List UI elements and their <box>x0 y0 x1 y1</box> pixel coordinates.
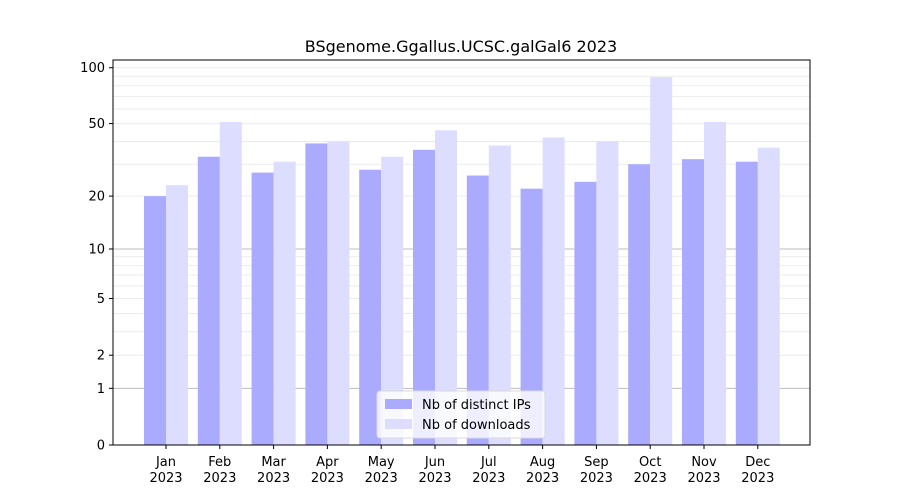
x-tick-label-year: 2023 <box>526 471 559 486</box>
bar-downloads <box>327 141 350 446</box>
x-tick-label-month: Aug <box>530 455 555 470</box>
bar-downloads <box>596 141 619 446</box>
bar-downloads <box>704 121 726 445</box>
x-tick-label-year: 2023 <box>149 471 182 486</box>
legend-label: Nb of distinct IPs <box>422 398 531 413</box>
x-tick-label-month: May <box>368 455 395 470</box>
y-tick-label: 50 <box>88 117 105 132</box>
y-tick-label: 1 <box>97 382 105 397</box>
bar-distinct-ips <box>359 169 382 445</box>
bar-distinct-ips <box>251 172 274 445</box>
bar-distinct-ips <box>735 161 758 445</box>
chart-title: BSgenome.Ggallus.UCSC.galGal6 2023 <box>305 37 617 56</box>
x-tick-label-year: 2023 <box>687 471 720 486</box>
x-tick-label-month: Mar <box>261 455 286 470</box>
bar-downloads <box>650 77 673 445</box>
bar-downloads <box>757 147 780 445</box>
x-tick-label-month: Dec <box>745 455 770 470</box>
x-tick-label-month: Apr <box>316 455 339 470</box>
bars <box>144 77 780 446</box>
bar-downloads <box>381 156 404 446</box>
x-tick-label-year: 2023 <box>580 471 613 486</box>
x-tick-label-month: Feb <box>208 455 231 470</box>
bar-distinct-ips <box>413 149 435 445</box>
bar-distinct-ips <box>628 164 651 445</box>
bar-downloads <box>488 145 511 445</box>
bar-distinct-ips <box>520 188 543 445</box>
x-tick-label-year: 2023 <box>472 471 505 486</box>
y-tick-label: 0 <box>97 439 105 454</box>
y-tick-label: 20 <box>88 190 105 205</box>
bar-downloads <box>219 121 242 445</box>
legend-label: Nb of downloads <box>422 418 531 433</box>
bar-distinct-ips <box>574 181 597 446</box>
bar-distinct-ips <box>197 156 220 446</box>
x-tick-label-year: 2023 <box>365 471 398 486</box>
bar-distinct-ips <box>305 143 328 445</box>
x-tick-label-month: Jul <box>480 455 497 470</box>
bar-downloads <box>166 185 188 445</box>
x-tick-label-year: 2023 <box>634 471 667 486</box>
y-tick-label: 10 <box>88 242 105 257</box>
axes: 0125102050100Jan2023Feb2023Mar2023Apr202… <box>80 59 811 486</box>
x-tick-label-year: 2023 <box>257 471 290 486</box>
x-tick-label-month: Oct <box>639 455 661 470</box>
x-tick-label-year: 2023 <box>741 471 774 486</box>
legend-box <box>376 390 546 439</box>
bar-downloads <box>435 130 457 445</box>
x-tick-label-year: 2023 <box>311 471 344 486</box>
legend-swatch <box>385 419 412 429</box>
x-tick-label-month: Jun <box>424 455 445 470</box>
bar-distinct-ips <box>466 175 489 445</box>
x-tick-label-year: 2023 <box>418 471 451 486</box>
y-tick-label: 2 <box>97 349 105 364</box>
legend-swatch <box>385 399 412 409</box>
bar-downloads <box>273 161 296 445</box>
plot-frame <box>112 59 811 446</box>
x-tick-label-month: Jan <box>155 455 176 470</box>
bar-distinct-ips <box>144 196 166 445</box>
bar-downloads <box>542 137 565 446</box>
y-tick-label: 5 <box>97 292 105 307</box>
x-tick-label-month: Sep <box>584 455 609 470</box>
x-tick-label-year: 2023 <box>203 471 236 486</box>
legend: Nb of distinct IPs Nb of downloads <box>376 390 546 439</box>
y-tick-label: 100 <box>80 61 105 76</box>
bar-distinct-ips <box>682 159 704 445</box>
x-tick-label-month: Nov <box>691 455 717 470</box>
